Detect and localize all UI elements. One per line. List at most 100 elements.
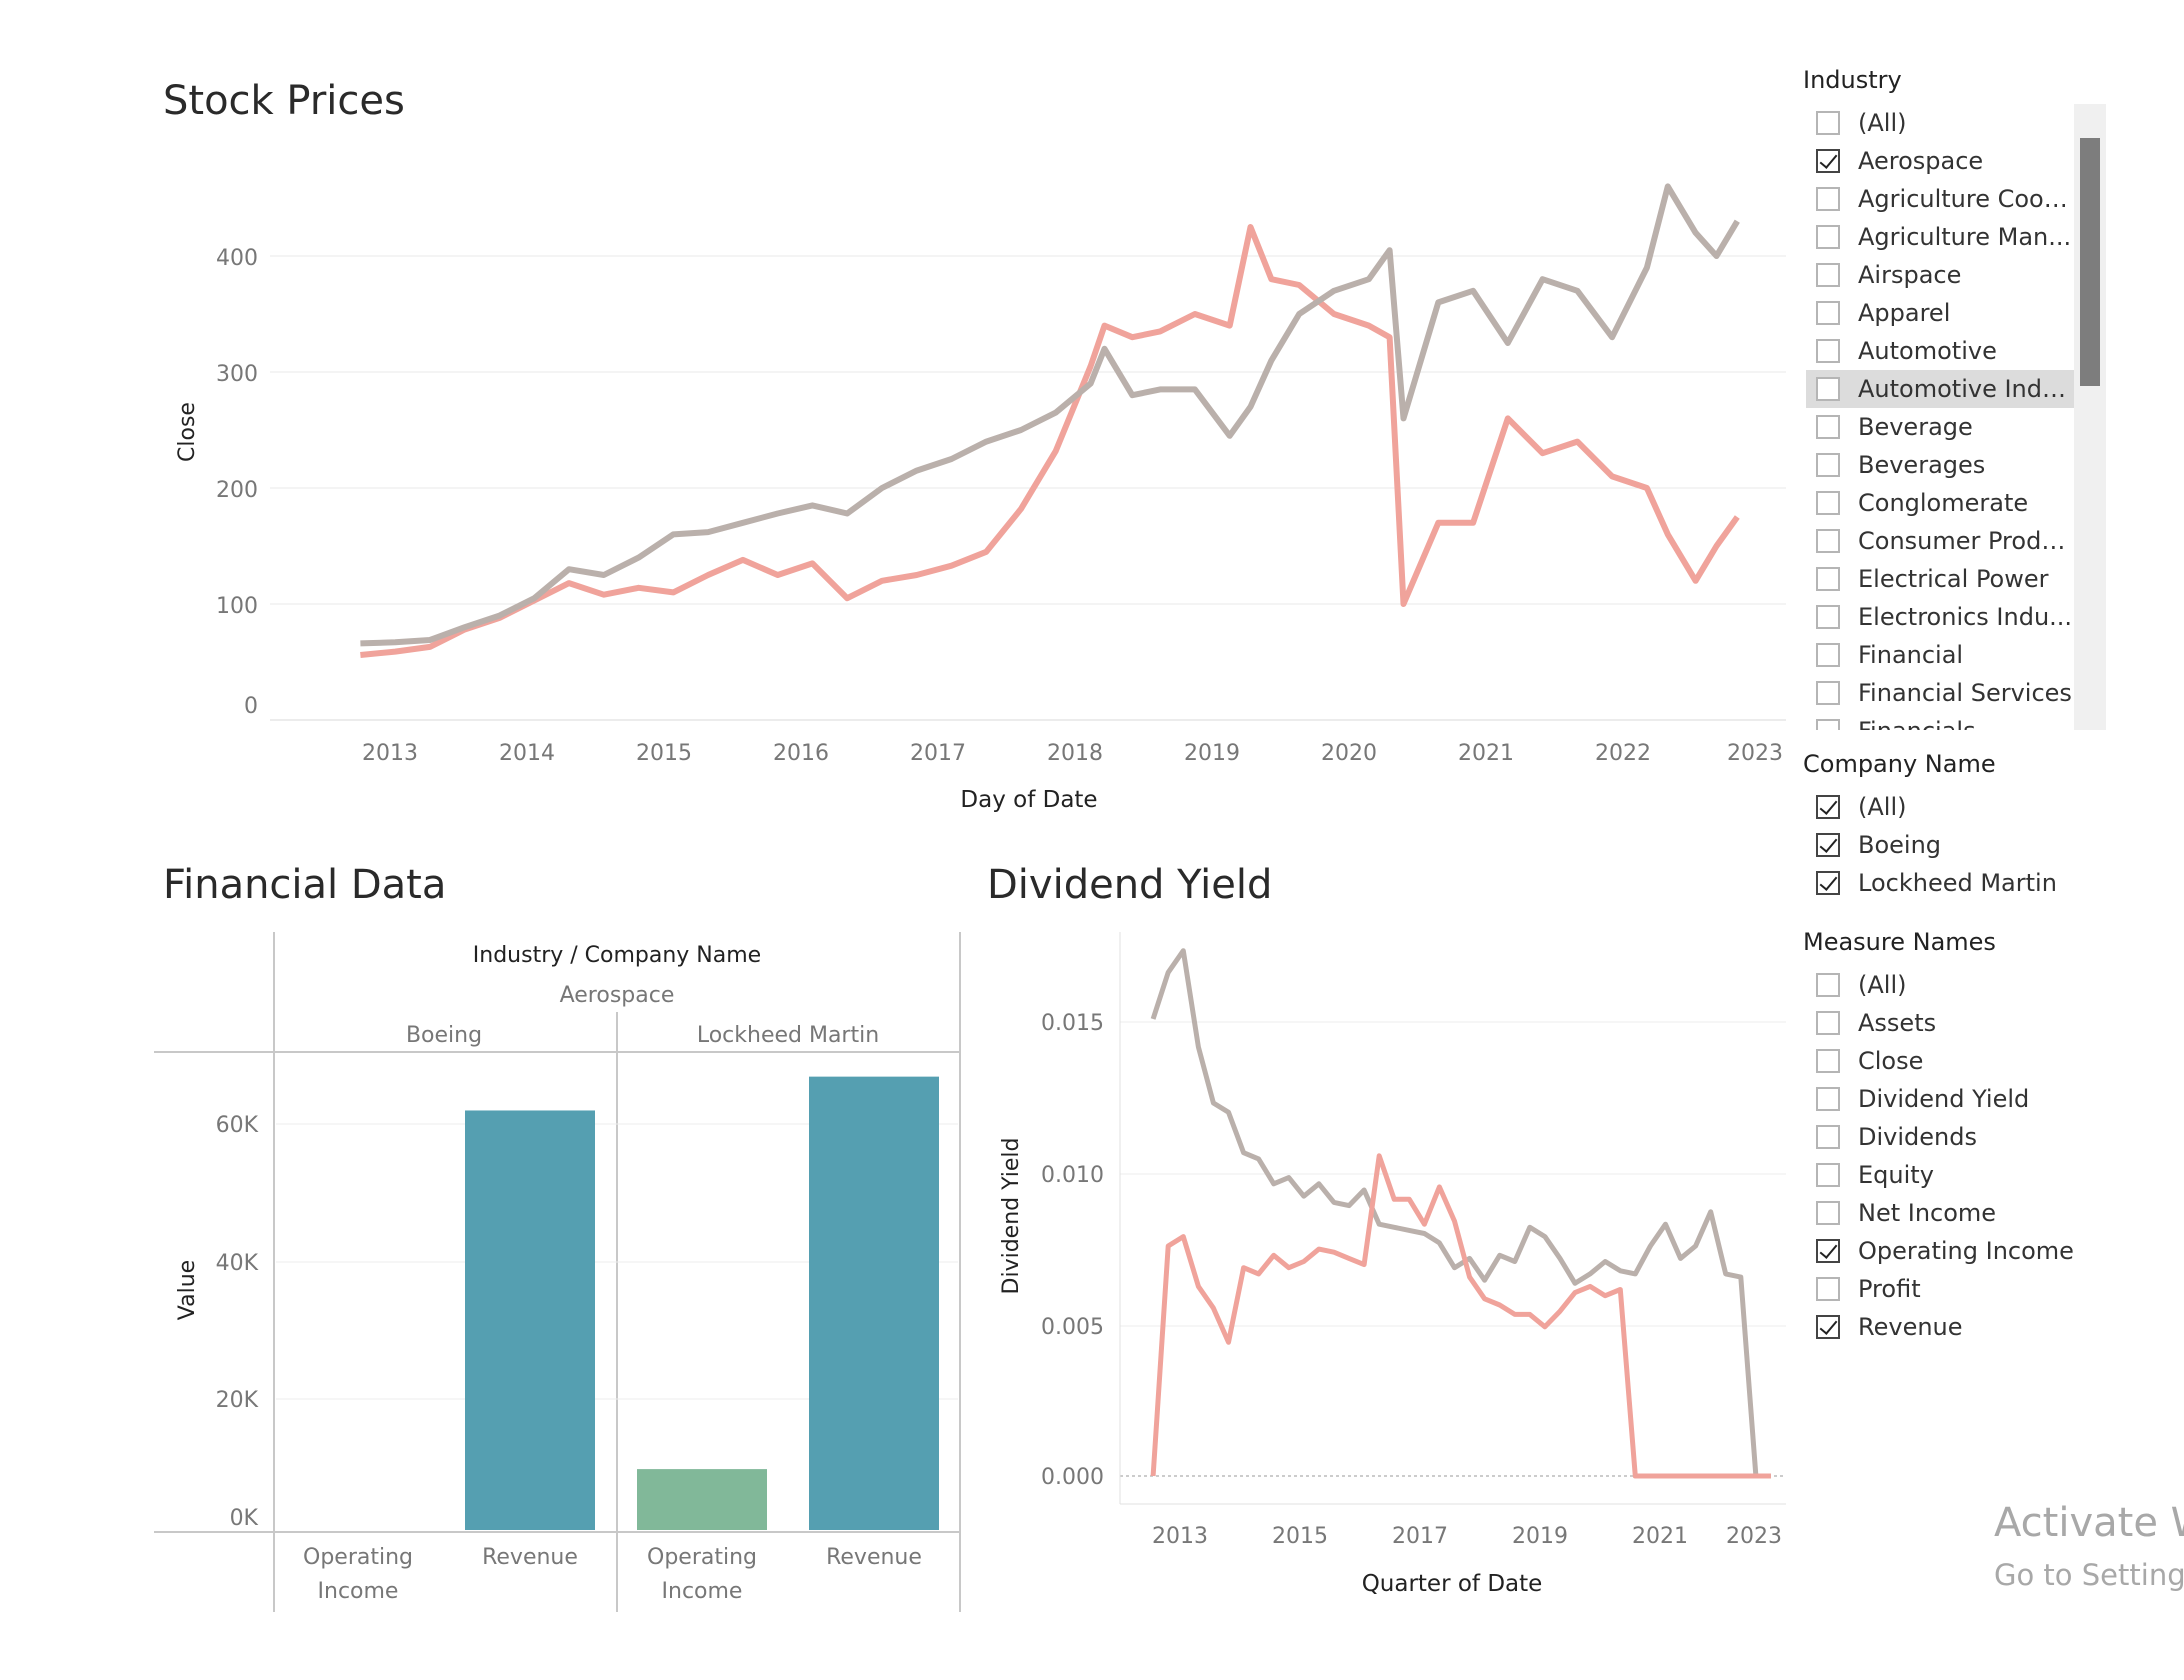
checkbox[interactable]: [1816, 1011, 1840, 1035]
checkbox[interactable]: [1816, 681, 1840, 705]
financial-category-label: Revenue: [482, 1545, 578, 1570]
financial-data-chart[interactable]: Industry / Company Name Aerospace Boeing…: [0, 900, 980, 1660]
dividend-x-tick: 2021: [1632, 1524, 1688, 1549]
dividend-line-boeing[interactable]: [1150, 1153, 1771, 1479]
bar-lockheed-martin-operating-income[interactable]: [637, 1469, 767, 1530]
industry-filter-item-consumer-produ[interactable]: Consumer Produ...: [1806, 522, 2074, 560]
stock-x-tick: 2014: [499, 741, 555, 766]
filter-item-label: (All): [1858, 109, 1907, 137]
checkbox[interactable]: [1816, 529, 1840, 553]
checkbox[interactable]: [1816, 795, 1840, 819]
measures-filter-item-assets[interactable]: Assets: [1806, 1004, 2074, 1042]
financial-company-boeing[interactable]: Boeing: [406, 1023, 482, 1048]
financial-bars-group[interactable]: [465, 1076, 939, 1530]
checkbox[interactable]: [1816, 225, 1840, 249]
industry-filter-item-agriculture-man[interactable]: Agriculture Man...: [1806, 218, 2074, 256]
dividend-yield-chart[interactable]: 0.015 0.010 0.005 0.000 2013 2015 2017 2…: [970, 900, 1790, 1660]
checkbox[interactable]: [1816, 871, 1840, 895]
measures-filter-item-dividends[interactable]: Dividends: [1806, 1118, 2074, 1156]
checkbox[interactable]: [1816, 1163, 1840, 1187]
measures-filter-item-net-income[interactable]: Net Income: [1806, 1194, 2074, 1232]
company-filter-item-all[interactable]: (All): [1806, 788, 2074, 826]
industry-filter-item-agriculture-coop[interactable]: Agriculture Coop...: [1806, 180, 2074, 218]
dividend-y-tick: 0.015: [1041, 1011, 1104, 1036]
industry-filter-item-aerospace[interactable]: Aerospace: [1806, 142, 2074, 180]
company-filter-item-lockheed-martin[interactable]: Lockheed Martin: [1806, 864, 2074, 902]
industry-filter-item-electronics-indu[interactable]: Electronics Indu...: [1806, 598, 2074, 636]
checkbox[interactable]: [1816, 263, 1840, 287]
checkbox[interactable]: [1816, 1125, 1840, 1149]
checkbox[interactable]: [1816, 1049, 1840, 1073]
measures-filter-item-operating-income[interactable]: Operating Income: [1806, 1232, 2074, 1270]
filter-item-label: Profit: [1858, 1275, 1921, 1303]
industry-scrollbar-thumb[interactable]: [2080, 138, 2100, 386]
financial-header: Industry / Company Name: [473, 943, 761, 968]
checkbox[interactable]: [1816, 377, 1840, 401]
checkbox[interactable]: [1816, 1315, 1840, 1339]
checkbox[interactable]: [1816, 1239, 1840, 1263]
measures-filter-item-all[interactable]: (All): [1806, 966, 2074, 1004]
industry-filter-item-all[interactable]: (All): [1806, 104, 2074, 142]
industry-filter-item-electrical-power[interactable]: Electrical Power: [1806, 560, 2074, 598]
stock-line-boeing[interactable]: [360, 224, 1740, 658]
dividend-line-lockheed[interactable]: [1150, 948, 1771, 1479]
measures-filter-item-dividend-yield[interactable]: Dividend Yield: [1806, 1080, 2074, 1118]
filter-item-label: Boeing: [1858, 831, 1942, 859]
stock-x-axis-label: Day of Date: [960, 787, 1097, 813]
industry-filter-item-beverages[interactable]: Beverages: [1806, 446, 2074, 484]
filter-item-label: Aerospace: [1858, 147, 1984, 175]
stock-line-lockheed[interactable]: [360, 183, 1740, 647]
checkbox[interactable]: [1816, 339, 1840, 363]
checkbox[interactable]: [1816, 453, 1840, 477]
checkbox[interactable]: [1816, 491, 1840, 515]
industry-filter-item-automotive[interactable]: Automotive: [1806, 332, 2074, 370]
checkbox[interactable]: [1816, 187, 1840, 211]
filter-item-label: Electronics Indu...: [1858, 603, 2073, 631]
checkbox[interactable]: [1816, 415, 1840, 439]
industry-filter-item-apparel[interactable]: Apparel: [1806, 294, 2074, 332]
measures-filter-item-equity[interactable]: Equity: [1806, 1156, 2074, 1194]
financial-category-label: Income: [662, 1579, 743, 1604]
dividend-x-tick: 2019: [1512, 1524, 1568, 1549]
measures-filter-item-close[interactable]: Close: [1806, 1042, 2074, 1080]
measures-filter-item-revenue[interactable]: Revenue: [1806, 1308, 2074, 1346]
financial-company-lockheed[interactable]: Lockheed Martin: [697, 1023, 879, 1048]
stock-series-group[interactable]: [360, 183, 1740, 658]
checkbox[interactable]: [1816, 833, 1840, 857]
checkbox[interactable]: [1816, 149, 1840, 173]
checkbox[interactable]: [1816, 643, 1840, 667]
financial-category-label: Revenue: [826, 1545, 922, 1570]
stock-x-tick: 2021: [1458, 741, 1514, 766]
checkbox[interactable]: [1816, 719, 1840, 730]
dividend-gridlines: [1120, 1021, 1786, 1327]
stock-x-tick: 2018: [1047, 741, 1103, 766]
stock-prices-chart[interactable]: 400 300 200 100 0 2013 2014 2015 2016 20…: [0, 0, 1800, 830]
bar-lockheed-martin-revenue[interactable]: [809, 1076, 939, 1530]
financial-category-label: Income: [318, 1579, 399, 1604]
filter-item-label: Dividends: [1858, 1123, 1977, 1151]
dividend-x-tick: 2017: [1392, 1524, 1448, 1549]
checkbox[interactable]: [1816, 1201, 1840, 1225]
industry-filter-item-financials[interactable]: Financials: [1806, 712, 2074, 730]
filter-item-label: Assets: [1858, 1009, 1937, 1037]
industry-filter-item-financial-services[interactable]: Financial Services: [1806, 674, 2074, 712]
checkbox[interactable]: [1816, 1087, 1840, 1111]
measures-filter-item-profit[interactable]: Profit: [1806, 1270, 2074, 1308]
industry-filter-item-automotive-indu[interactable]: Automotive Indu...: [1806, 370, 2074, 408]
checkbox[interactable]: [1816, 567, 1840, 591]
bar-boeing-revenue[interactable]: [465, 1110, 595, 1530]
checkbox[interactable]: [1816, 301, 1840, 325]
checkbox[interactable]: [1816, 1277, 1840, 1301]
stock-y-tick: 400: [216, 246, 258, 271]
filter-item-label: Automotive Indu...: [1858, 375, 2074, 403]
industry-filter-item-financial[interactable]: Financial: [1806, 636, 2074, 674]
industry-filter-item-beverage[interactable]: Beverage: [1806, 408, 2074, 446]
checkbox[interactable]: [1816, 973, 1840, 997]
dividend-series-group[interactable]: [1150, 948, 1771, 1479]
checkbox[interactable]: [1816, 111, 1840, 135]
company-filter-item-boeing[interactable]: Boeing: [1806, 826, 2074, 864]
industry-filter-item-conglomerate[interactable]: Conglomerate: [1806, 484, 2074, 522]
industry-filter-item-airspace[interactable]: Airspace: [1806, 256, 2074, 294]
dividend-yield-title: Dividend Yield: [987, 862, 1273, 908]
checkbox[interactable]: [1816, 605, 1840, 629]
